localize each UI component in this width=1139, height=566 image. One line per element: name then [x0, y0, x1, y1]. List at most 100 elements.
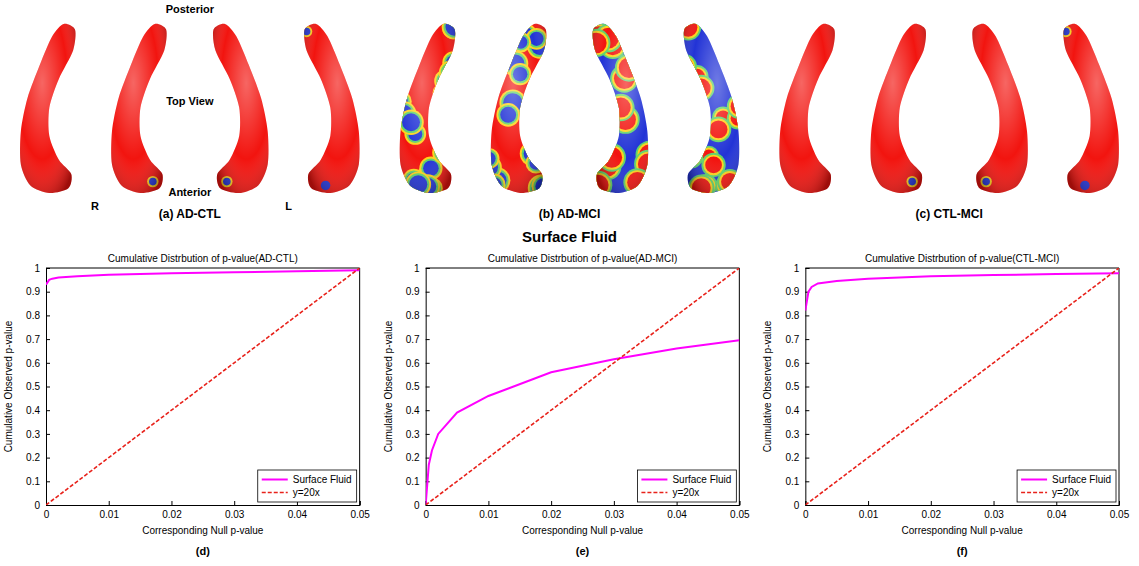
frame	[359, 268, 360, 505]
hippocampus-surface	[111, 24, 167, 193]
y-tick: 0	[414, 500, 430, 511]
surface-patches	[579, 13, 664, 201]
plot-area	[426, 268, 740, 505]
y-tick: 0.1	[406, 476, 430, 487]
x-axis-title: Corresponding Null p-value	[142, 525, 264, 536]
frame	[1119, 268, 1120, 505]
y-tick-label: 0.9	[785, 286, 799, 297]
patch	[488, 63, 501, 76]
y-tick: 0.9	[26, 286, 50, 297]
surface-base	[779, 24, 835, 193]
patch	[388, 21, 408, 41]
patch	[637, 63, 662, 88]
panel-caption: (b) AD-MCI	[539, 207, 601, 221]
patch	[442, 136, 454, 148]
patch	[479, 68, 503, 92]
x-tick-mark	[109, 501, 110, 505]
patch	[536, 123, 555, 142]
y-tick: 0	[34, 500, 50, 511]
y-tick-label: 0.9	[406, 286, 420, 297]
patch	[678, 71, 692, 85]
y-tick-label: 0.9	[26, 286, 40, 297]
y-tick-label: 1	[794, 263, 800, 274]
x-tick-label: 0.02	[162, 509, 182, 520]
patch	[533, 120, 559, 146]
legend-label: Surface Fluid	[1052, 474, 1111, 485]
y-axis: 00.10.20.30.40.50.60.70.80.91	[785, 263, 809, 511]
y-tick-label: 0.8	[26, 310, 40, 321]
patch	[679, 137, 698, 156]
y-tick: 0.8	[785, 310, 809, 321]
y-tick-label: 0.3	[785, 429, 799, 440]
x-tick-label: 0.01	[479, 509, 499, 520]
patch	[488, 17, 511, 40]
patch	[626, 13, 654, 41]
surface-base	[684, 24, 740, 193]
y-tick-label: 0.1	[26, 476, 40, 487]
hippocampus-surface	[386, 14, 467, 199]
chart-title: Cumulative Distrbution of p-value(AD-MCI…	[488, 253, 678, 264]
y-axis-title: Cumulative Observed p-value	[3, 320, 14, 452]
x-tick-label: 0	[44, 509, 50, 520]
hippocampus-surface	[213, 24, 269, 193]
chart-caption: (e)	[576, 545, 590, 557]
x-tick: 0.05	[1110, 501, 1130, 520]
x-tick-mark	[171, 501, 172, 505]
y-tick-mark	[426, 292, 430, 293]
y-tick-label: 1	[414, 263, 420, 274]
x-tick-label: 0.02	[922, 509, 942, 520]
patch	[683, 148, 699, 164]
patch	[391, 30, 410, 49]
y-tick-mark	[46, 481, 50, 482]
patch	[630, 14, 658, 42]
y-tick: 0.3	[26, 429, 50, 440]
legend-swatch	[641, 492, 667, 494]
y-tick-mark	[805, 410, 809, 411]
x-axis: 00.010.020.030.040.05	[423, 501, 750, 520]
patch	[675, 67, 696, 88]
surface-shading	[491, 24, 547, 193]
hippocampus-surface	[20, 24, 76, 193]
y-tick: 0.8	[26, 310, 50, 321]
patch	[440, 134, 456, 150]
x-tick: 0.03	[984, 501, 1004, 520]
patch	[583, 118, 603, 138]
patch	[492, 15, 515, 38]
surface-base	[972, 24, 1028, 193]
y-tick: 0.2	[785, 452, 809, 463]
y-tick-mark	[805, 505, 809, 506]
chart-title: Cumulative Distrbution of p-value(CTL-MC…	[865, 253, 1060, 264]
patch	[583, 106, 604, 127]
y-tick: 0.9	[406, 286, 430, 297]
patch	[632, 15, 656, 39]
x-tick: 0.01	[859, 501, 879, 520]
series-line	[46, 268, 360, 505]
y-tick: 0.5	[406, 381, 430, 392]
patch	[536, 111, 555, 130]
y-tick-label: 0.1	[785, 476, 799, 487]
patch	[676, 58, 693, 75]
x-tick-label: 0	[803, 509, 809, 520]
hippocampus-surface	[477, 15, 559, 202]
y-tick-label: 0.4	[26, 405, 40, 416]
patch	[634, 51, 662, 79]
x-tick-mark	[931, 501, 932, 505]
patch	[393, 37, 412, 56]
y-tick-mark	[805, 339, 809, 340]
y-tick-mark	[426, 410, 430, 411]
y-tick-label: 0.5	[785, 381, 799, 392]
patch	[483, 72, 500, 89]
x-tick-label: 0.02	[542, 509, 562, 520]
frame	[739, 268, 740, 505]
surface-panel: (b) AD-MCI	[386, 13, 754, 221]
y-tick-label: 0	[34, 500, 40, 511]
series-line	[805, 273, 1119, 310]
x-tick-label: 0.01	[859, 509, 879, 520]
y-tick-label: 0.7	[406, 334, 420, 345]
x-tick-label: 0.05	[1110, 509, 1130, 520]
patch	[581, 116, 605, 140]
hippocampus-surface	[301, 24, 360, 193]
hippocampus-surface	[672, 15, 753, 201]
y-tick-mark	[46, 387, 50, 388]
y-tick-mark	[805, 458, 809, 459]
